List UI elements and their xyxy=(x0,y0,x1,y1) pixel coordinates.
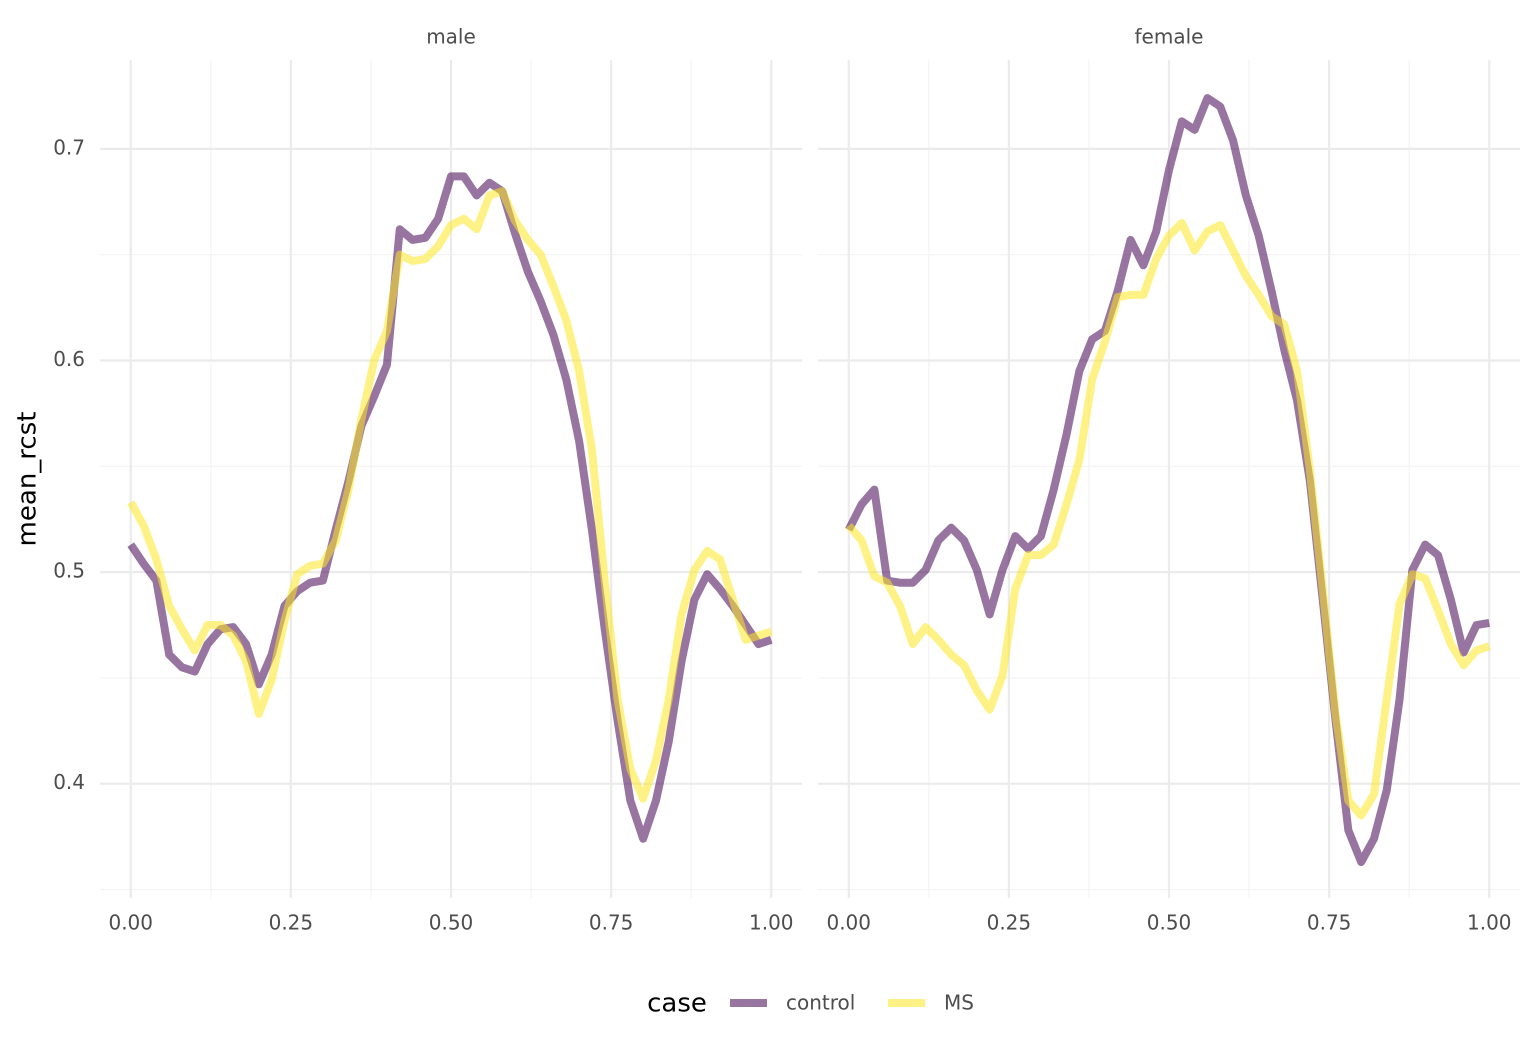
x-tick-label: 0.50 xyxy=(429,911,474,935)
x-tick-label: 0.00 xyxy=(108,911,153,935)
x-tick-label: 1.00 xyxy=(1467,911,1512,935)
y-tick-label: 0.6 xyxy=(53,347,85,371)
series-line xyxy=(127,187,773,803)
x-tick-label: 1.00 xyxy=(749,911,794,935)
legend-label: control xyxy=(786,991,855,1015)
series-line xyxy=(845,94,1490,867)
x-tick-label: 0.75 xyxy=(1307,911,1352,935)
legend-title: case xyxy=(647,989,707,1019)
legend-label: MS xyxy=(944,991,974,1015)
x-tick-label: 0.75 xyxy=(589,911,634,935)
x-tick-label: 0.50 xyxy=(1147,911,1192,935)
facet-title: male xyxy=(426,25,476,49)
x-tick-label: 0.00 xyxy=(826,911,871,935)
x-tick-label: 0.25 xyxy=(269,911,314,935)
series-line xyxy=(127,172,773,843)
x-tick-label: 0.25 xyxy=(987,911,1032,935)
y-tick-label: 0.4 xyxy=(53,770,85,794)
facet-title: female xyxy=(1135,25,1204,49)
y-tick-label: 0.7 xyxy=(53,135,85,159)
y-axis-label: mean_rcst xyxy=(13,412,43,547)
series-line xyxy=(845,218,1491,820)
y-tick-label: 0.5 xyxy=(53,559,85,583)
